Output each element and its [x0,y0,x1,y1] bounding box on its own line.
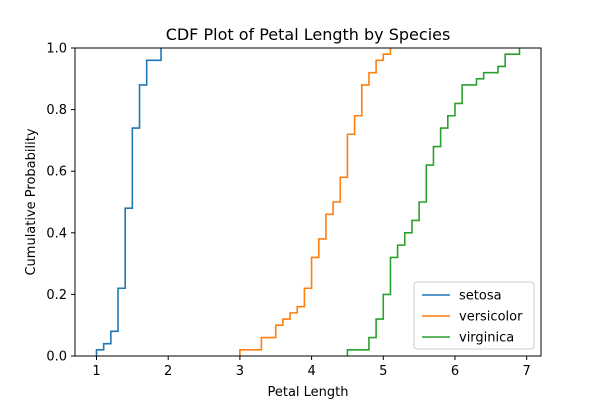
y-axis-label: Cumulative Probability [24,128,39,275]
y-tick-label: 0.2 [46,288,67,303]
x-tick-label: 1 [92,364,100,379]
legend-label-setosa: setosa [459,289,502,304]
series-line-virginica [346,48,521,356]
series-line-setosa [95,48,162,356]
x-tick-label: 3 [236,364,244,379]
legend-label-versicolor: versicolor [459,310,523,325]
chart-title: CDF Plot of Petal Length by Species [166,25,451,44]
y-tick-label: 0.0 [46,350,67,365]
legend: setosa versicolor virginica [413,281,535,350]
y-tick-label: 0.4 [46,226,67,241]
legend-label-virginica: virginica [459,331,514,346]
series-lines [95,48,521,356]
legend-box [413,281,535,350]
axes: 1 2 3 4 5 6 7 0.0 0.2 0.4 0.6 0.8 1.0 [46,42,542,379]
y-tick-label: 1.0 [46,42,67,57]
x-tick-label: 6 [451,364,459,379]
x-tick-label: 2 [164,364,172,379]
y-tick-label: 0.8 [46,103,67,118]
series-line-versicolor [239,48,392,356]
x-tick-label: 5 [379,364,387,379]
x-axis-label: Petal Length [267,385,348,400]
x-tick-label: 7 [523,364,531,379]
plot-frame [74,47,542,357]
x-tick-label: 4 [307,364,315,379]
y-tick-label: 0.6 [46,165,67,180]
